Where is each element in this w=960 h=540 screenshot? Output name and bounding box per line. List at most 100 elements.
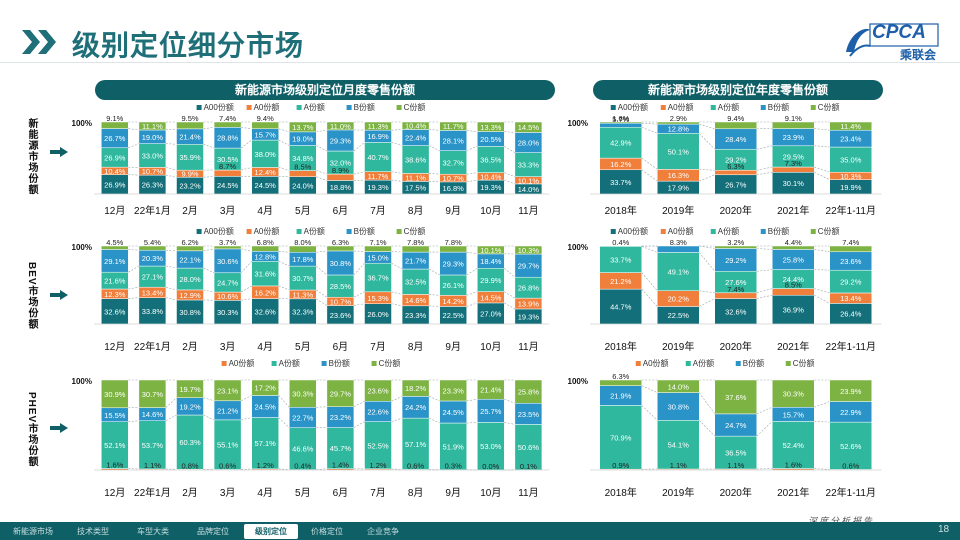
- bar-segment: [176, 144, 204, 171]
- data-label: 30.7%: [292, 274, 314, 283]
- connector-line: [391, 303, 403, 307]
- category-label: 2019年: [662, 204, 694, 217]
- data-label: 6.8%: [257, 238, 274, 247]
- connector-line: [756, 172, 773, 176]
- footer-tab[interactable]: 品牌定位: [197, 527, 229, 536]
- footer-tab[interactable]: 级别定位: [244, 524, 298, 539]
- data-label: 13.3%: [480, 123, 502, 132]
- connector-line: [240, 261, 252, 273]
- bar-segment: [289, 427, 317, 470]
- data-label: 26.8%: [518, 284, 540, 293]
- connector-line: [756, 288, 773, 294]
- connector-line: [504, 179, 516, 185]
- data-label: 11.4%: [840, 122, 861, 131]
- data-label: 29.5%: [783, 152, 805, 161]
- bar-segment: [101, 379, 129, 409]
- legend-label: B份额: [768, 226, 789, 236]
- category-label: 2020年: [720, 340, 752, 353]
- bar-segment: [514, 245, 543, 255]
- data-label: 30.8%: [330, 259, 352, 268]
- data-label: 7.4%: [219, 114, 236, 123]
- data-label: 0.6%: [407, 461, 424, 470]
- category-label: 2021年: [777, 204, 809, 217]
- data-label: 23.3%: [405, 311, 427, 320]
- data-label: 12.9%: [179, 291, 201, 300]
- bar-segment: [829, 421, 872, 470]
- data-label: 10.7%: [443, 174, 465, 183]
- bar-segment: [657, 252, 700, 291]
- connector-line: [241, 248, 252, 252]
- row-arrow-icon: [50, 147, 68, 157]
- connector-line: [241, 127, 252, 130]
- data-label: 10.4%: [480, 172, 502, 181]
- connector-line: [391, 396, 403, 402]
- connector-line: [814, 128, 830, 131]
- connector-line: [241, 298, 252, 301]
- connector-line: [429, 181, 440, 183]
- chart-bev-yearly: A00份额 A0份额 A份额 B份额 C份额 100% 44.7% 22.5% 32.6% 36.…: [568, 226, 882, 353]
- bar-segment: [101, 245, 129, 250]
- data-label: 10.1%: [480, 246, 502, 255]
- data-label: 40.7%: [367, 153, 389, 162]
- data-label: 1.6%: [106, 461, 123, 470]
- connector-line: [466, 172, 478, 175]
- legend-label: A00份额: [204, 226, 234, 236]
- connector-line: [699, 298, 715, 307]
- connector-line: [391, 262, 403, 270]
- connector-line: [203, 289, 215, 293]
- footer-tab[interactable]: 技术类型: [77, 527, 109, 536]
- data-label: 4.4%: [785, 238, 802, 247]
- data-label: 13.7%: [292, 123, 314, 132]
- bar-segment: [401, 268, 430, 295]
- logo-sub: 乘联会: [900, 48, 937, 62]
- bar-segment: [138, 420, 167, 470]
- bar-segment: [439, 379, 467, 402]
- category-label: 2月: [182, 341, 198, 353]
- data-label: 33.7%: [610, 255, 632, 264]
- data-label: 15.7%: [783, 410, 805, 419]
- data-label: 29.3%: [330, 136, 352, 145]
- connector-line: [128, 143, 140, 149]
- data-label: 23.6%: [840, 257, 862, 266]
- connector-line: [353, 250, 365, 252]
- data-label: 13.4%: [840, 294, 862, 303]
- connector-line: [278, 417, 290, 428]
- data-label: 19.0%: [142, 133, 164, 142]
- connector-line: [756, 269, 773, 272]
- data-label: 14.2%: [443, 297, 465, 306]
- bar-segment: [213, 419, 242, 470]
- bar-segment: [514, 152, 543, 177]
- data-label: 11.0%: [330, 122, 351, 131]
- category-label: 2月: [182, 205, 198, 217]
- data-label: 33.3%: [518, 161, 540, 170]
- bar-segment: [176, 245, 204, 252]
- bar-segment: [401, 145, 430, 174]
- data-label: 23.5%: [518, 410, 540, 419]
- bar-segment: [772, 121, 815, 129]
- connector-line: [814, 288, 830, 294]
- connector-line: [391, 129, 403, 131]
- data-label: 52.1%: [104, 441, 126, 450]
- data-label: 8.0%: [294, 238, 311, 247]
- footer-tab[interactable]: 车型大类: [137, 527, 169, 536]
- data-label: 34.8%: [292, 154, 314, 163]
- connector-line: [203, 267, 215, 274]
- data-label: 16.3%: [668, 171, 690, 180]
- data-label: 8.5%: [294, 163, 311, 172]
- legend-label: B份额: [329, 358, 350, 368]
- data-label: 11.7%: [443, 122, 464, 131]
- footer-tab[interactable]: 新能源市场: [13, 527, 53, 536]
- data-label: 21.6%: [104, 277, 126, 286]
- legend-swatch: [760, 229, 766, 234]
- footer-tab[interactable]: 价格定位: [311, 527, 343, 536]
- data-label: 1.1%: [670, 461, 687, 470]
- footer-tab[interactable]: 企业竞争: [367, 527, 399, 536]
- connector-line: [699, 290, 715, 294]
- data-label: 27.6%: [725, 278, 747, 287]
- bar-segment: [714, 435, 757, 470]
- data-label: 28.0%: [179, 275, 201, 284]
- legend-label: A份额: [304, 102, 325, 112]
- category-label: 8月: [408, 341, 424, 353]
- legend-label: A0份额: [668, 102, 694, 112]
- data-label: 4.5%: [106, 238, 123, 247]
